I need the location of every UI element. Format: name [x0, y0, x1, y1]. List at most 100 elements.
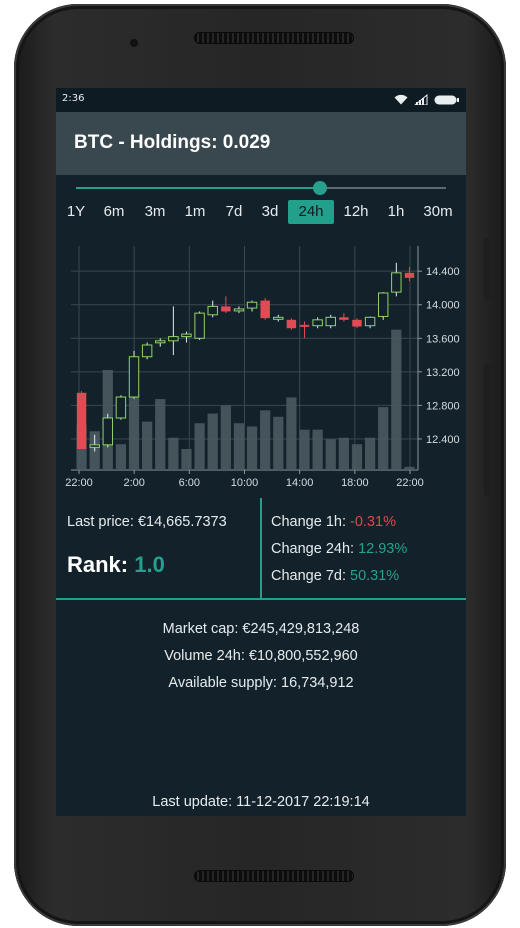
change-1h-label: Change 1h: — [271, 514, 346, 530]
tab-6m[interactable]: 6m — [103, 203, 125, 220]
change-24h-label: Change 24h: — [271, 541, 355, 557]
tab-12h[interactable]: 12h — [343, 203, 369, 220]
volume-bar — [142, 421, 153, 470]
candle-body-down — [352, 319, 362, 327]
available-supply: Available supply: 16,734,912 — [56, 675, 466, 691]
last-price-value: €14,665.7373 — [137, 514, 227, 530]
change-24h-value: 12.93% — [358, 541, 408, 557]
candle-body-up — [207, 305, 218, 316]
volume-bar — [312, 429, 323, 470]
rank-value: 1.0 — [134, 552, 165, 577]
y-tick-label: 14.000 — [426, 300, 460, 312]
tab-3m[interactable]: 3m — [144, 203, 166, 220]
volume-bar — [181, 449, 192, 470]
x-tick-label: 10:00 — [231, 477, 259, 489]
candle-body-down — [76, 392, 87, 450]
volume-24h: Volume 24h: €10,800,552,960 — [56, 648, 466, 664]
y-tick-label: 13.200 — [426, 367, 460, 379]
time-range-tabs: 1Y 6m 3m 1m 7d 3d 24h 12h 1h 30m — [56, 200, 466, 224]
candle-body-up — [391, 272, 402, 293]
tab-24h[interactable]: 24h — [288, 200, 334, 224]
last-price-label: Last price: — [67, 514, 134, 530]
candle-body-down — [404, 272, 415, 278]
top-speaker — [194, 32, 354, 44]
status-bar: 2:36 — [56, 88, 466, 112]
candle-body-up — [181, 333, 192, 338]
front-camera — [128, 37, 140, 49]
volume-bar — [128, 392, 140, 470]
candle-body-down — [221, 306, 231, 312]
range-slider[interactable] — [76, 181, 446, 195]
candle-body-up — [312, 319, 323, 327]
candle-body-up — [102, 417, 114, 446]
candle-body-down — [260, 300, 270, 319]
candlestick-chart[interactable]: 22:00 2:00 6:00 10:00 14:00 18:00 22:00 12.400 1… — [56, 238, 466, 496]
candle-body-up — [246, 301, 258, 309]
market-cap-label: Market cap: — [162, 621, 239, 637]
supply-value: 16,734,912 — [281, 675, 354, 691]
candle-body-up — [168, 336, 179, 342]
rank-label: Rank: — [67, 552, 129, 577]
battery-icon — [434, 95, 459, 104]
candle-body-up — [155, 340, 166, 344]
market-cap: Market cap: €245,429,813,248 — [56, 621, 466, 637]
candle-body-up — [273, 316, 284, 320]
last-update: Last update: 11-12-2017 22:19:14 — [56, 794, 466, 810]
candle-body-down — [299, 324, 310, 327]
x-tick-label: 22:00 — [65, 477, 93, 489]
candle-body-up — [115, 396, 127, 419]
volume-bar — [351, 444, 363, 470]
change-1h: Change 1h: -0.31% — [271, 514, 396, 530]
signal-icon — [414, 94, 428, 105]
page-title: BTC - Holdings: 0.029 — [74, 132, 271, 153]
tab-30m[interactable]: 30m — [423, 203, 453, 220]
supply-label: Available supply: — [168, 675, 277, 691]
volume-bar — [155, 399, 166, 470]
bottom-speaker — [194, 870, 354, 882]
x-tick-label: 14:00 — [286, 477, 314, 489]
volume-bar — [220, 405, 231, 470]
change-1h-value: -0.31% — [350, 514, 396, 530]
power-button[interactable] — [484, 364, 490, 496]
x-tick-label: 6:00 — [179, 477, 200, 489]
tab-3d[interactable]: 3d — [261, 203, 279, 220]
volume-24h-label: Volume 24h: — [164, 648, 245, 664]
app-header: BTC - Holdings: 0.029 — [56, 112, 466, 175]
candle-body-up — [325, 316, 336, 327]
change-7d: Change 7d: 50.31% — [271, 568, 399, 584]
volume-bar — [115, 444, 127, 470]
change-24h: Change 24h: 12.93% — [271, 541, 407, 557]
candle-body-down — [286, 319, 297, 329]
x-tick-label: 22:00 — [396, 477, 424, 489]
tab-1m[interactable]: 1m — [184, 203, 206, 220]
change-7d-label: Change 7d: — [271, 568, 346, 584]
last-update-label: Last update: — [152, 794, 233, 810]
change-7d-value: 50.31% — [350, 568, 400, 584]
volume-24h-value: €10,800,552,960 — [248, 648, 358, 664]
volume-bar — [260, 410, 271, 470]
last-update-value: 11-12-2017 22:19:14 — [236, 794, 370, 810]
y-tick-label: 14.400 — [426, 266, 460, 278]
candle-body-up — [377, 292, 389, 317]
x-tick-label: 2:00 — [123, 477, 144, 489]
volume-bar — [233, 423, 245, 470]
tab-1y[interactable]: 1Y — [66, 203, 86, 220]
rank: Rank: 1.0 — [67, 552, 165, 578]
price-chart[interactable]: 22:00 2:00 6:00 10:00 14:00 18:00 22:00 12.400 1… — [56, 238, 466, 496]
volume-bar — [273, 416, 284, 470]
candle-body-up — [364, 316, 376, 327]
market-cap-value: €245,429,813,248 — [242, 621, 360, 637]
candle-body-up — [89, 444, 100, 448]
slider-thumb[interactable] — [313, 181, 328, 195]
volume-bar — [246, 426, 258, 470]
candle-body-up — [194, 312, 205, 339]
candle-body-up — [128, 356, 140, 398]
volume-bar — [378, 407, 389, 470]
y-tick-label: 12.400 — [426, 434, 460, 446]
tab-7d[interactable]: 7d — [225, 203, 243, 220]
volume-bar — [338, 437, 349, 470]
volume-bar — [299, 429, 310, 470]
wifi-icon — [394, 94, 408, 105]
tab-1h[interactable]: 1h — [387, 203, 405, 220]
volume-button[interactable] — [484, 238, 490, 300]
